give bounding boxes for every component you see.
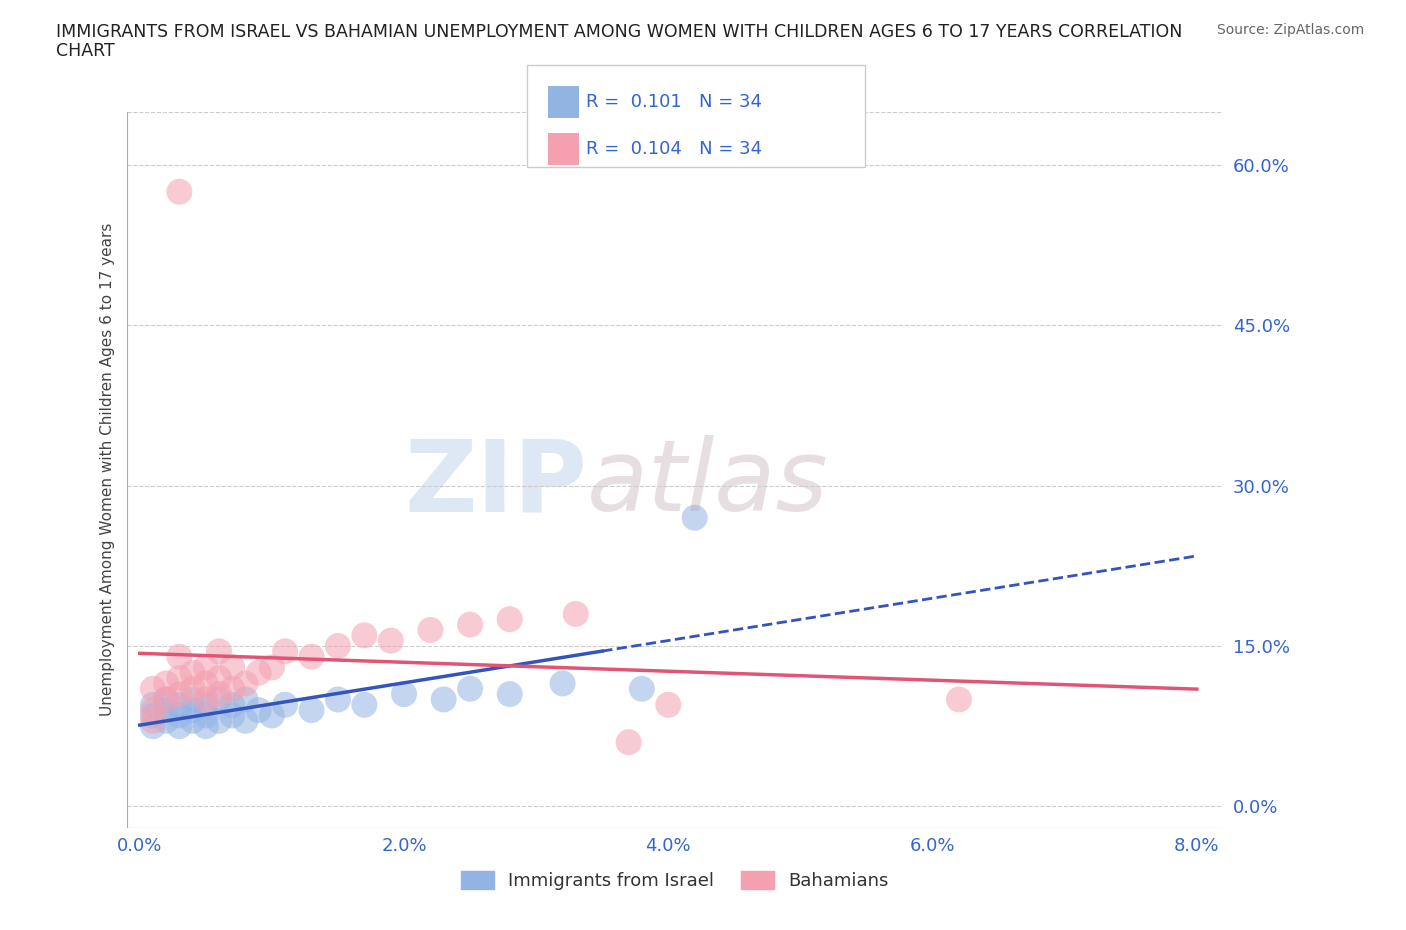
Point [142, 708, 165, 723]
Text: IMMIGRANTS FROM ISRAEL VS BAHAMIAN UNEMPLOYMENT AMONG WOMEN WITH CHILDREN AGES 6: IMMIGRANTS FROM ISRAEL VS BAHAMIAN UNEMP… [56, 23, 1182, 41]
Point [142, 713, 165, 728]
Point [181, 692, 204, 707]
Point [181, 682, 204, 697]
Point [194, 708, 217, 723]
Point [260, 708, 283, 723]
Point [247, 703, 270, 718]
Text: R =  0.104   N = 34: R = 0.104 N = 34 [586, 140, 762, 158]
Y-axis label: Unemployment Among Women with Children Ages 6 to 17 years: Unemployment Among Women with Children A… [100, 223, 115, 716]
Point [208, 671, 231, 685]
Point [683, 511, 706, 525]
Point [155, 692, 177, 707]
Point [155, 692, 177, 707]
Point [194, 719, 217, 734]
Point [181, 665, 204, 680]
Point [326, 639, 349, 654]
Point [274, 698, 297, 712]
Point [221, 660, 243, 675]
Point [657, 698, 679, 712]
Point [194, 692, 217, 707]
Point [221, 682, 243, 697]
Point [551, 676, 574, 691]
Point [948, 692, 970, 707]
Point [392, 686, 415, 701]
Point [458, 618, 481, 632]
Point [155, 703, 177, 718]
Point [169, 649, 191, 664]
Point [194, 698, 217, 712]
Point [208, 644, 231, 658]
Point [142, 719, 165, 734]
Point [260, 660, 283, 675]
Point [235, 692, 257, 707]
Point [169, 686, 191, 701]
Point [169, 184, 191, 199]
Point [221, 698, 243, 712]
Point [142, 682, 165, 697]
Point [458, 682, 481, 697]
Point [208, 713, 231, 728]
Text: R =  0.101   N = 34: R = 0.101 N = 34 [586, 93, 762, 112]
Legend: Immigrants from Israel, Bahamians: Immigrants from Israel, Bahamians [454, 864, 896, 897]
Point [194, 676, 217, 691]
Point [235, 713, 257, 728]
Point [155, 676, 177, 691]
Point [208, 692, 231, 707]
Point [274, 644, 297, 658]
Point [353, 698, 375, 712]
Point [235, 676, 257, 691]
Point [155, 713, 177, 728]
Point [181, 713, 204, 728]
Text: CHART: CHART [56, 42, 115, 60]
Point [631, 682, 654, 697]
Point [194, 660, 217, 675]
Point [380, 633, 402, 648]
Point [142, 703, 165, 718]
Point [301, 703, 323, 718]
Point [181, 703, 204, 718]
Text: atlas: atlas [588, 435, 828, 533]
Point [169, 719, 191, 734]
Point [433, 692, 456, 707]
Point [221, 708, 243, 723]
Point [565, 606, 588, 621]
Point [169, 698, 191, 712]
Point [142, 698, 165, 712]
Point [208, 686, 231, 701]
Point [169, 671, 191, 685]
Point [353, 628, 375, 643]
Point [326, 692, 349, 707]
Point [617, 735, 640, 750]
Point [499, 686, 522, 701]
Text: ZIP: ZIP [405, 435, 588, 533]
Point [419, 622, 441, 637]
Point [301, 649, 323, 664]
Point [499, 612, 522, 627]
Point [169, 708, 191, 723]
Text: Source: ZipAtlas.com: Source: ZipAtlas.com [1216, 23, 1364, 37]
Point [247, 665, 270, 680]
